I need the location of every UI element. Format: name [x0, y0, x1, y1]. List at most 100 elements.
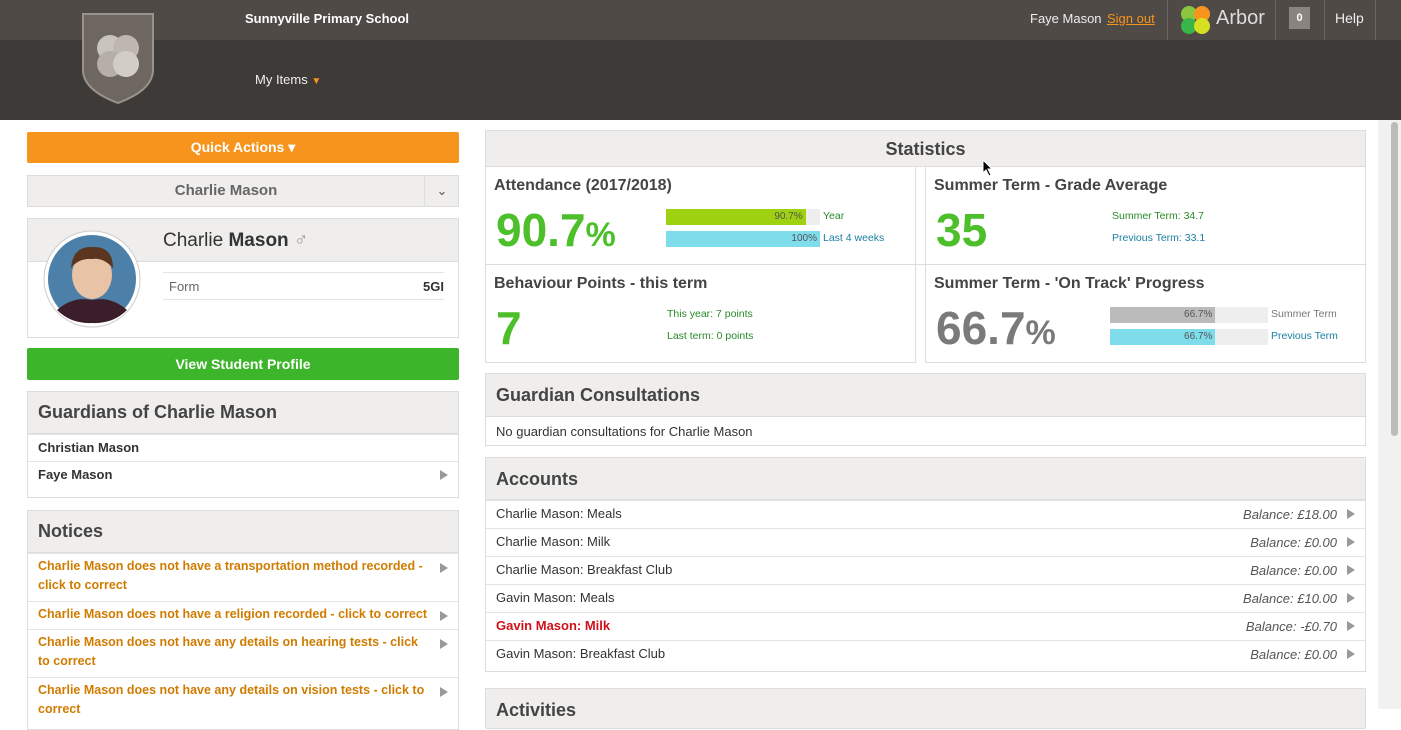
guardian-name: Faye Mason — [38, 467, 113, 482]
row-arrow — [1347, 565, 1355, 575]
account-balance: Balance: £18.00 — [1243, 507, 1337, 522]
stat-line: This year: 7 points — [667, 308, 753, 320]
account-name: Gavin Mason: Breakfast Club — [496, 646, 666, 661]
accounts-panel: Accounts Charlie Mason: Meals Balance: £1… — [485, 457, 1366, 672]
select-toggle[interactable]: ⌄ — [424, 176, 459, 206]
notification-badge[interactable]: 0 — [1289, 7, 1310, 29]
unit: % — [585, 216, 616, 254]
bar-name: Summer Term — [1271, 308, 1337, 320]
guardian-row[interactable]: Faye Mason — [28, 461, 458, 488]
panel-title: Accounts — [486, 458, 1365, 500]
row-arrow — [440, 687, 448, 697]
panel-title: Statistics — [486, 131, 1365, 167]
account-row[interactable]: Gavin Mason: Meals Balance: £10.00 — [486, 584, 1365, 612]
notice-row[interactable]: Charlie Mason does not have any details … — [28, 629, 458, 677]
student-select[interactable]: Charlie Mason ⌄ — [27, 175, 459, 207]
scroll-thumb[interactable] — [1391, 122, 1398, 436]
statistics-panel: Statistics Attendance (2017/2018) 90.7% 90… — [485, 130, 1366, 363]
account-row[interactable]: Gavin Mason: Breakfast Club Balance: £0.0… — [486, 640, 1365, 668]
bar-label: 66.7% — [1184, 331, 1213, 342]
account-row[interactable]: Charlie Mason: Milk Balance: £0.00 — [486, 528, 1365, 556]
last-name: Mason — [228, 230, 289, 251]
row-arrow — [440, 611, 448, 621]
row-arrow — [440, 470, 448, 480]
panel-title: Guardians of Charlie Mason — [28, 392, 458, 434]
panel-title: Activities — [486, 689, 1365, 729]
account-balance: Balance: £0.00 — [1250, 647, 1337, 662]
notice-text: Charlie Mason does not have any details … — [38, 635, 418, 668]
panel-title: Notices — [28, 511, 458, 553]
arbor-logo — [1181, 6, 1210, 34]
account-balance: Balance: £10.00 — [1243, 591, 1337, 606]
account-row[interactable]: Charlie Mason: Breakfast Club Balance: £0… — [486, 556, 1365, 584]
my-items[interactable]: My Items ▼ — [255, 72, 322, 87]
big-value: 90.7% — [496, 204, 616, 256]
notice-row[interactable]: Charlie Mason does not have a transporta… — [28, 553, 458, 601]
big-value: 66.7% — [936, 302, 1056, 354]
row-arrow — [1347, 509, 1355, 519]
row-arrow — [440, 639, 448, 649]
account-balance: Balance: £0.00 — [1250, 535, 1337, 550]
button-label[interactable]: Quick Actions — [190, 139, 285, 155]
divider — [1275, 0, 1276, 40]
unit: % — [1025, 314, 1056, 352]
bar-name: Previous Term — [1271, 330, 1338, 342]
account-name: Gavin Mason: Milk — [496, 618, 611, 633]
bar — [1110, 307, 1216, 323]
quick-actions[interactable]: Quick Actions ▾ — [27, 132, 459, 163]
consultations-panel: Guardian Consultations No guardian consu… — [485, 373, 1366, 446]
bar — [666, 231, 820, 247]
bar — [666, 209, 806, 225]
bar-label: 100% — [791, 233, 817, 244]
user-name: Faye Mason — [1030, 11, 1102, 26]
account-name: Gavin Mason: Meals — [496, 590, 615, 605]
empty-text: No guardian consultations for Charlie Ma… — [496, 424, 753, 439]
panel-title: Guardian Consultations — [486, 374, 1365, 417]
help[interactable]: Help — [1335, 10, 1364, 26]
big-value: 35 — [936, 204, 988, 256]
notices-panel: Notices Charlie Mason does not have a tr… — [27, 510, 459, 730]
notice-text: Charlie Mason does not have a religion r… — [38, 607, 427, 621]
row-arrow — [1347, 537, 1355, 547]
bar-name: Year — [823, 210, 845, 222]
stat-line: Summer Term: 34.7 — [1112, 210, 1205, 222]
account-balance: Balance: £0.00 — [1250, 563, 1337, 578]
student-name: Charlie Mason ♂ — [163, 230, 309, 251]
tile-title: Behaviour Points - this term — [494, 275, 708, 292]
select-label: Charlie Mason — [174, 182, 278, 199]
guardians-panel: Guardians of Charlie Mason Christian Mas… — [27, 391, 459, 498]
stat-line: Previous Term: 33.1 — [1112, 232, 1206, 244]
account-row[interactable]: Charlie Mason: Meals Balance: £18.00 — [486, 500, 1365, 528]
notice-row[interactable]: Charlie Mason does not have any details … — [28, 677, 458, 725]
row-arrow — [1347, 621, 1355, 631]
row-arrow — [1347, 593, 1355, 603]
divider — [1167, 0, 1168, 40]
row-arrow — [1347, 649, 1355, 659]
form-row: Form 5GI — [163, 272, 444, 300]
bar-track: 100% — [666, 231, 820, 247]
tile-title: Summer Term - Grade Average — [934, 177, 1168, 194]
profile-card: Charlie Mason ♂ Form 5GI — [27, 218, 459, 338]
bar-label: 66.7% — [1184, 309, 1213, 320]
field-label: Form — [169, 279, 200, 294]
nav-label[interactable]: My Items — [255, 72, 308, 87]
notice-text: Charlie Mason does not have any details … — [38, 683, 425, 716]
big-value: 7 — [496, 302, 522, 354]
account-name: Charlie Mason: Meals — [496, 506, 622, 521]
account-row[interactable]: Gavin Mason: Milk Balance: -£0.70 — [486, 612, 1365, 640]
notice-row[interactable]: Charlie Mason does not have a religion r… — [28, 601, 458, 629]
school-logo — [82, 13, 154, 105]
school-name: Sunnyville Primary School — [245, 11, 409, 26]
sign-out[interactable]: Sign out — [1107, 11, 1155, 26]
guardian-row[interactable]: Christian Mason — [28, 434, 458, 461]
account-name: Charlie Mason: Milk — [496, 534, 611, 549]
view-profile[interactable]: View Student Profile — [27, 348, 459, 380]
notice-text: Charlie Mason does not have a transporta… — [38, 559, 423, 592]
cursor — [982, 159, 994, 177]
account-name: Charlie Mason: Breakfast Club — [496, 562, 673, 577]
guardian-name: Christian Mason — [38, 440, 140, 455]
tile-title: Attendance (2017/2018) — [494, 177, 672, 194]
scrollbar[interactable] — [1378, 120, 1401, 709]
row-arrow — [440, 563, 448, 573]
